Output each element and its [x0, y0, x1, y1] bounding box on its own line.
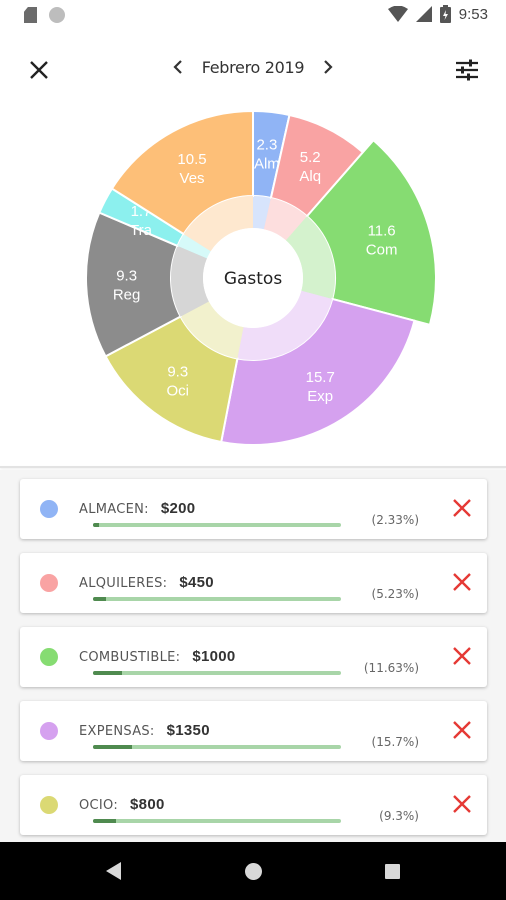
- slice-value-label: 5.2: [300, 149, 321, 166]
- category-label: EXPENSAS:: [79, 724, 155, 739]
- slice-name-label: Alq: [299, 168, 321, 185]
- next-month-button[interactable]: [318, 57, 338, 77]
- slice-value-label: 15.7: [306, 369, 335, 386]
- category-amount: $450: [179, 574, 214, 591]
- category-amount: $200: [160, 500, 196, 517]
- category-amount: $1000: [192, 648, 236, 665]
- filter-settings-button[interactable]: [452, 55, 482, 85]
- expense-card[interactable]: EXPENSAS: $1350 (15.7%): [20, 701, 487, 761]
- month-navigator: Febrero 2019: [0, 57, 506, 77]
- category-percent: (15.7%): [371, 735, 419, 749]
- progress-bar-fill: [93, 523, 99, 527]
- pie-slice-exp[interactable]: [220, 290, 416, 446]
- slice-value-label: 9.3: [167, 364, 188, 381]
- category-color-dot: [40, 500, 58, 518]
- pie-slice-ves[interactable]: [110, 109, 254, 252]
- pie-slice-reg[interactable]: [85, 211, 209, 358]
- pie-slice-alq[interactable]: [263, 113, 365, 241]
- progress-bar: [93, 819, 341, 823]
- category-name: COMBUSTIBLE: $1000: [79, 648, 236, 665]
- progress-bar-fill: [93, 819, 117, 823]
- status-time: 9:53: [458, 5, 488, 23]
- sd-card-icon: [24, 7, 37, 23]
- notification-dot-icon: [49, 7, 65, 23]
- category-color-dot: [40, 574, 58, 592]
- delete-icon[interactable]: [451, 571, 473, 593]
- category-label: OCIO:: [79, 798, 119, 813]
- expenses-pie-chart: 2.3 Alm 5.2 Alq 11.6 Com 15.7 Exp 9.3 Oci 9.3 Reg 1.…: [0, 100, 506, 460]
- back-button[interactable]: [106, 862, 122, 880]
- category-label: ALQUILERES:: [79, 576, 168, 591]
- home-button[interactable]: [245, 863, 262, 880]
- category-name: ALQUILERES: $450: [79, 574, 214, 591]
- system-navigation-bar: [0, 842, 506, 900]
- pie-slice-com[interactable]: [285, 138, 437, 327]
- slice-name-label: Alm: [254, 155, 280, 172]
- expense-card[interactable]: ALQUILERES: $450 (5.23%): [20, 553, 487, 613]
- progress-bar-fill: [93, 597, 106, 601]
- pie-slice-oci[interactable]: [104, 301, 244, 444]
- category-label: COMBUSTIBLE:: [79, 650, 181, 665]
- expense-card[interactable]: OCIO: $800 (9.3%): [20, 775, 487, 835]
- progress-bar: [93, 523, 341, 527]
- expense-card[interactable]: ALMACEN: $200 (2.33%): [20, 479, 487, 539]
- recents-button[interactable]: [385, 864, 400, 879]
- category-percent: (5.23%): [371, 587, 419, 601]
- progress-bar-fill: [93, 745, 132, 749]
- category-color-dot: [40, 796, 58, 814]
- donut-center: [203, 228, 303, 328]
- progress-bar: [93, 745, 341, 749]
- category-amount: $800: [130, 796, 165, 813]
- category-amount: $1350: [166, 722, 210, 739]
- previous-month-button[interactable]: [168, 57, 188, 77]
- slice-name-label: Reg: [113, 286, 141, 303]
- slice-name-label: Exp: [307, 388, 333, 405]
- slice-value-label: 2.3: [256, 136, 277, 153]
- category-percent: (9.3%): [379, 809, 419, 823]
- expense-list: ALMACEN: $200 (2.33%) ALQUILERES: $450 (5.23%…: [0, 470, 506, 842]
- delete-icon[interactable]: [451, 793, 473, 815]
- month-label: Febrero 2019: [201, 57, 305, 77]
- battery-icon: [439, 5, 451, 23]
- category-percent: (11.63%): [363, 661, 419, 675]
- category-color-dot: [40, 648, 58, 666]
- slice-value-label: 10.5: [177, 151, 206, 168]
- category-percent: (2.33%): [371, 513, 419, 527]
- slice-value-label: 9.3: [116, 267, 137, 284]
- delete-icon[interactable]: [451, 645, 473, 667]
- header: Febrero 2019: [0, 45, 506, 93]
- slice-name-label: Ves: [180, 170, 205, 187]
- progress-bar-fill: [93, 671, 122, 675]
- expense-card[interactable]: COMBUSTIBLE: $1000 (11.63%): [20, 627, 487, 687]
- delete-icon[interactable]: [451, 719, 473, 741]
- close-button[interactable]: [24, 55, 54, 85]
- category-name: OCIO: $800: [79, 796, 165, 813]
- category-name: ALMACEN: $200: [79, 500, 195, 517]
- category-name: EXPENSAS: $1350: [79, 722, 210, 739]
- category-label: ALMACEN:: [79, 502, 149, 517]
- divider: [0, 466, 506, 468]
- delete-icon[interactable]: [451, 497, 473, 519]
- signal-icon: [415, 6, 432, 22]
- center-label: Gastos: [224, 269, 283, 289]
- progress-bar: [93, 597, 341, 601]
- category-color-dot: [40, 722, 58, 740]
- slice-name-label: Com: [366, 242, 398, 259]
- status-bar: 9:53: [0, 0, 506, 32]
- wifi-icon: [387, 6, 408, 22]
- slice-name-label: Oci: [167, 383, 190, 400]
- progress-bar: [93, 671, 341, 675]
- slice-name-label: Tra: [130, 222, 153, 239]
- slice-value-label: 11.6: [368, 223, 396, 240]
